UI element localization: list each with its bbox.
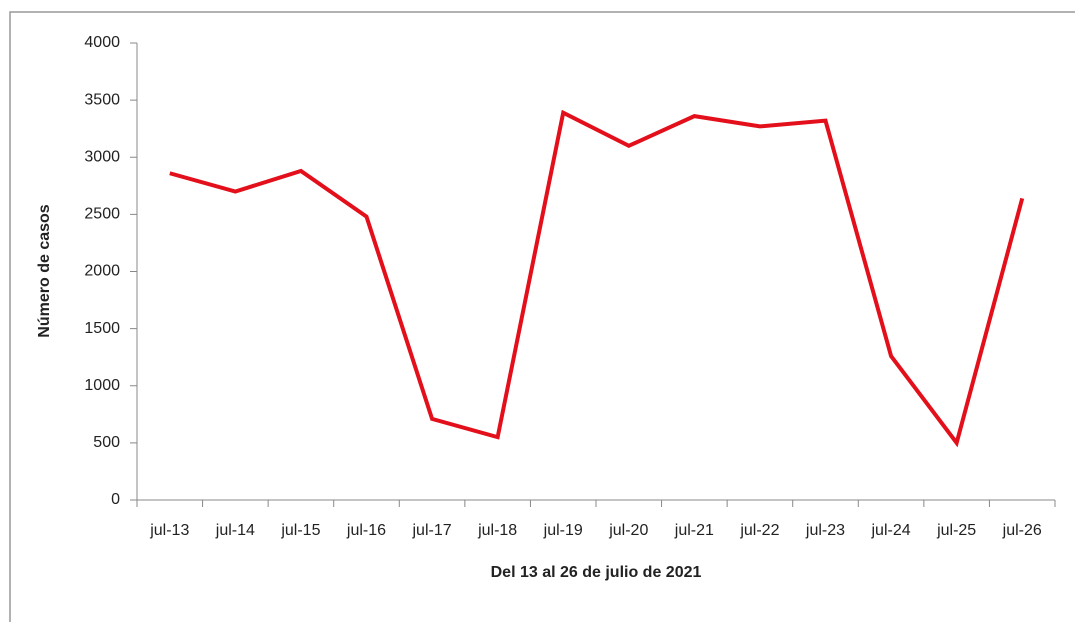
- x-tick-label: jul-18: [477, 522, 517, 539]
- y-tick-label: 3000: [84, 148, 120, 165]
- x-tick-label: jul-15: [280, 522, 320, 539]
- x-tick-label: jul-22: [739, 522, 779, 539]
- x-tick-label: jul-19: [543, 522, 583, 539]
- x-tick-label: jul-26: [1002, 522, 1042, 539]
- x-tick-label: jul-13: [149, 522, 189, 539]
- y-axis-title: Número de casos: [36, 204, 53, 337]
- chart-frame: [9, 11, 1075, 622]
- x-axis-title: Del 13 al 26 de julio de 2021: [491, 564, 702, 581]
- y-tick-label: 2500: [84, 206, 120, 223]
- x-tick-label: jul-14: [215, 522, 255, 539]
- x-tick-label: jul-17: [412, 522, 452, 539]
- y-tick-label: 1000: [84, 377, 120, 394]
- x-tick-label: jul-20: [608, 522, 648, 539]
- data-line: [169, 109, 1025, 448]
- y-tick-label: 500: [93, 434, 120, 451]
- x-tick-label: jul-16: [346, 522, 386, 539]
- x-tick-label: jul-25: [936, 522, 976, 539]
- x-tick-label: jul-24: [871, 522, 911, 539]
- y-tick-label: 0: [111, 491, 120, 508]
- y-tick-label: 4000: [84, 34, 120, 51]
- y-tick-label: 3500: [84, 91, 120, 108]
- y-tick-label: 2000: [84, 263, 120, 280]
- x-tick-label: jul-23: [805, 522, 845, 539]
- x-tick-label: jul-21: [674, 522, 714, 539]
- y-tick-label: 1500: [84, 320, 120, 337]
